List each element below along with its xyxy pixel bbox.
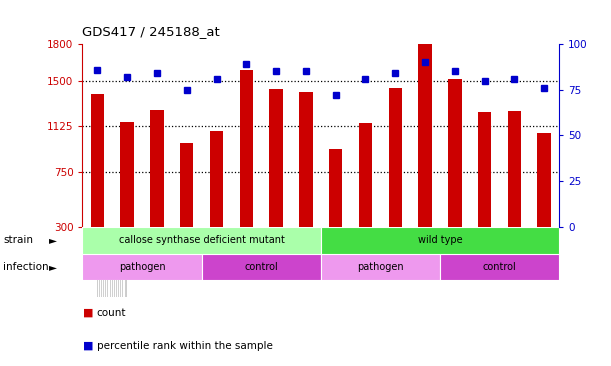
Text: infection: infection bbox=[3, 262, 49, 272]
Bar bbox=[359, 123, 372, 227]
Text: callose synthase deficient mutant: callose synthase deficient mutant bbox=[119, 235, 285, 245]
Bar bbox=[202, 254, 321, 280]
Text: control: control bbox=[483, 262, 516, 272]
Text: percentile rank within the sample: percentile rank within the sample bbox=[97, 341, 273, 351]
Bar bbox=[210, 131, 223, 227]
Text: ►: ► bbox=[49, 262, 57, 272]
Text: control: control bbox=[244, 262, 278, 272]
Bar bbox=[419, 40, 432, 227]
Text: GDS417 / 245188_at: GDS417 / 245188_at bbox=[82, 25, 220, 38]
FancyBboxPatch shape bbox=[97, 227, 127, 297]
Text: pathogen: pathogen bbox=[119, 262, 166, 272]
Bar bbox=[269, 89, 283, 227]
Bar bbox=[82, 227, 321, 254]
Bar bbox=[180, 143, 194, 227]
Bar bbox=[321, 254, 440, 280]
Bar bbox=[150, 110, 164, 227]
Bar bbox=[240, 70, 253, 227]
Bar bbox=[538, 133, 551, 227]
Bar bbox=[321, 227, 559, 254]
Bar bbox=[90, 94, 104, 227]
Text: pathogen: pathogen bbox=[357, 262, 404, 272]
Bar bbox=[82, 254, 202, 280]
Text: count: count bbox=[97, 308, 126, 318]
Bar bbox=[440, 254, 559, 280]
Bar bbox=[389, 88, 402, 227]
Bar bbox=[478, 112, 491, 227]
Bar bbox=[299, 92, 313, 227]
Bar bbox=[120, 122, 134, 227]
Bar bbox=[329, 149, 342, 227]
Text: ■: ■ bbox=[82, 341, 93, 351]
Text: ■: ■ bbox=[82, 308, 93, 318]
Text: strain: strain bbox=[3, 235, 33, 245]
Bar bbox=[508, 111, 521, 227]
Text: wild type: wild type bbox=[417, 235, 463, 245]
Bar bbox=[448, 79, 461, 227]
Text: ►: ► bbox=[49, 235, 57, 245]
